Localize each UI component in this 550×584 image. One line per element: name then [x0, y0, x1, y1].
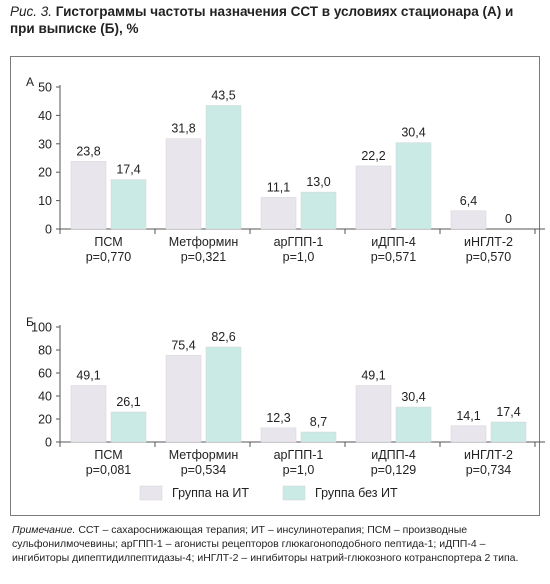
y-tick-label: 40 [38, 390, 52, 404]
bar-value-label: 8,7 [310, 415, 327, 429]
figure-note: Примечание. ССТ – сахароснижающая терапи… [12, 523, 540, 565]
bar-with-it [165, 138, 202, 230]
category-label: иНГЛТ-2 [464, 448, 513, 462]
bar-value-label: 22,2 [361, 149, 385, 163]
bar-with-it [260, 427, 297, 443]
bar-value-label: 13,0 [306, 175, 330, 189]
legend-label: Группа без ИТ [315, 486, 398, 500]
panel-label: А [26, 75, 34, 89]
y-tick-label: 80 [38, 344, 52, 358]
bar-value-label: 12,3 [266, 411, 290, 425]
bar-with-it [70, 161, 107, 230]
y-tick-label: 20 [38, 413, 52, 427]
bar-value-label: 17,4 [496, 405, 520, 419]
bar-without-it [205, 346, 242, 443]
bar-value-label: 43,5 [211, 88, 235, 102]
category-label: Метформин [169, 235, 239, 249]
p-value-label: p=0,734 [466, 463, 512, 477]
y-tick-label: 40 [38, 109, 52, 123]
y-tick-label: 60 [38, 367, 52, 381]
bar-without-it [490, 421, 527, 443]
bar-without-it [395, 142, 432, 230]
y-tick-label: 0 [45, 436, 52, 450]
bar-value-label: 30,4 [401, 126, 425, 140]
bar-value-label: 49,1 [76, 369, 100, 383]
category-label: арГПП-1 [274, 448, 324, 462]
bar-with-it [70, 385, 107, 443]
figure-caption-text: Гистограммы частоты назначения ССТ в усл… [10, 4, 514, 36]
category-label: иДПП-4 [371, 235, 416, 249]
figure-caption-lead: Рис. 3. [10, 4, 53, 19]
panel-label: Б [26, 315, 34, 329]
bar-value-label: 14,1 [456, 409, 480, 423]
category-label: иДПП-4 [371, 448, 416, 462]
y-tick-label: 20 [38, 166, 52, 180]
p-value-label: p=1,0 [283, 250, 315, 264]
bar-with-it [260, 197, 297, 230]
chart-frame [10, 56, 540, 516]
bar-without-it [300, 431, 337, 443]
p-value-label: p=0,081 [86, 463, 132, 477]
y-tick-label: 0 [45, 223, 52, 237]
figure-caption: Рис. 3. Гистограммы частоты назначения С… [10, 3, 540, 37]
bar-value-label: 6,4 [460, 194, 477, 208]
p-value-label: p=0,571 [371, 250, 417, 264]
y-tick-label: 50 [38, 81, 52, 95]
category-label: арГПП-1 [274, 235, 324, 249]
category-label: Метформин [169, 448, 239, 462]
figure-note-text: ССТ – сахароснижающая терапия; ИТ – инсу… [12, 524, 519, 564]
category-label: иНГЛТ-2 [464, 235, 513, 249]
bar-value-label: 0 [505, 212, 512, 226]
bar-without-it [110, 179, 147, 230]
bar-value-label: 17,4 [116, 163, 140, 177]
bar-value-label: 49,1 [361, 369, 385, 383]
bar-value-label: 26,1 [116, 395, 140, 409]
bar-value-label: 31,8 [171, 122, 195, 136]
y-tick-label: 100 [31, 321, 52, 335]
bar-without-it [205, 105, 242, 230]
legend-label: Группа на ИТ [172, 486, 249, 500]
bar-with-it [450, 425, 487, 443]
bar-value-label: 11,1 [267, 180, 290, 194]
p-value-label: p=0,570 [466, 250, 512, 264]
category-label: ПСМ [94, 448, 122, 462]
bar-with-it [355, 165, 392, 230]
legend-swatch-without-it [282, 485, 306, 501]
bar-without-it [300, 191, 337, 230]
p-value-label: p=1,0 [283, 463, 315, 477]
bar-without-it [395, 406, 432, 443]
bar-with-it [450, 210, 487, 230]
bar-without-it [110, 411, 147, 443]
p-value-label: p=0,534 [181, 463, 227, 477]
bar-value-label: 75,4 [171, 338, 195, 352]
bar-with-it [355, 385, 392, 443]
figure-note-lead: Примечание. [12, 524, 76, 536]
bar-with-it [165, 355, 202, 443]
y-tick-label: 10 [38, 194, 52, 208]
bar-value-label: 82,6 [211, 330, 235, 344]
p-value-label: p=0,770 [86, 250, 132, 264]
category-label: ПСМ [94, 235, 122, 249]
bar-value-label: 23,8 [76, 144, 100, 158]
p-value-label: p=0,129 [371, 463, 417, 477]
p-value-label: p=0,321 [181, 250, 227, 264]
y-tick-label: 30 [38, 137, 52, 151]
bar-value-label: 30,4 [401, 390, 425, 404]
legend-swatch-with-it [139, 485, 163, 501]
